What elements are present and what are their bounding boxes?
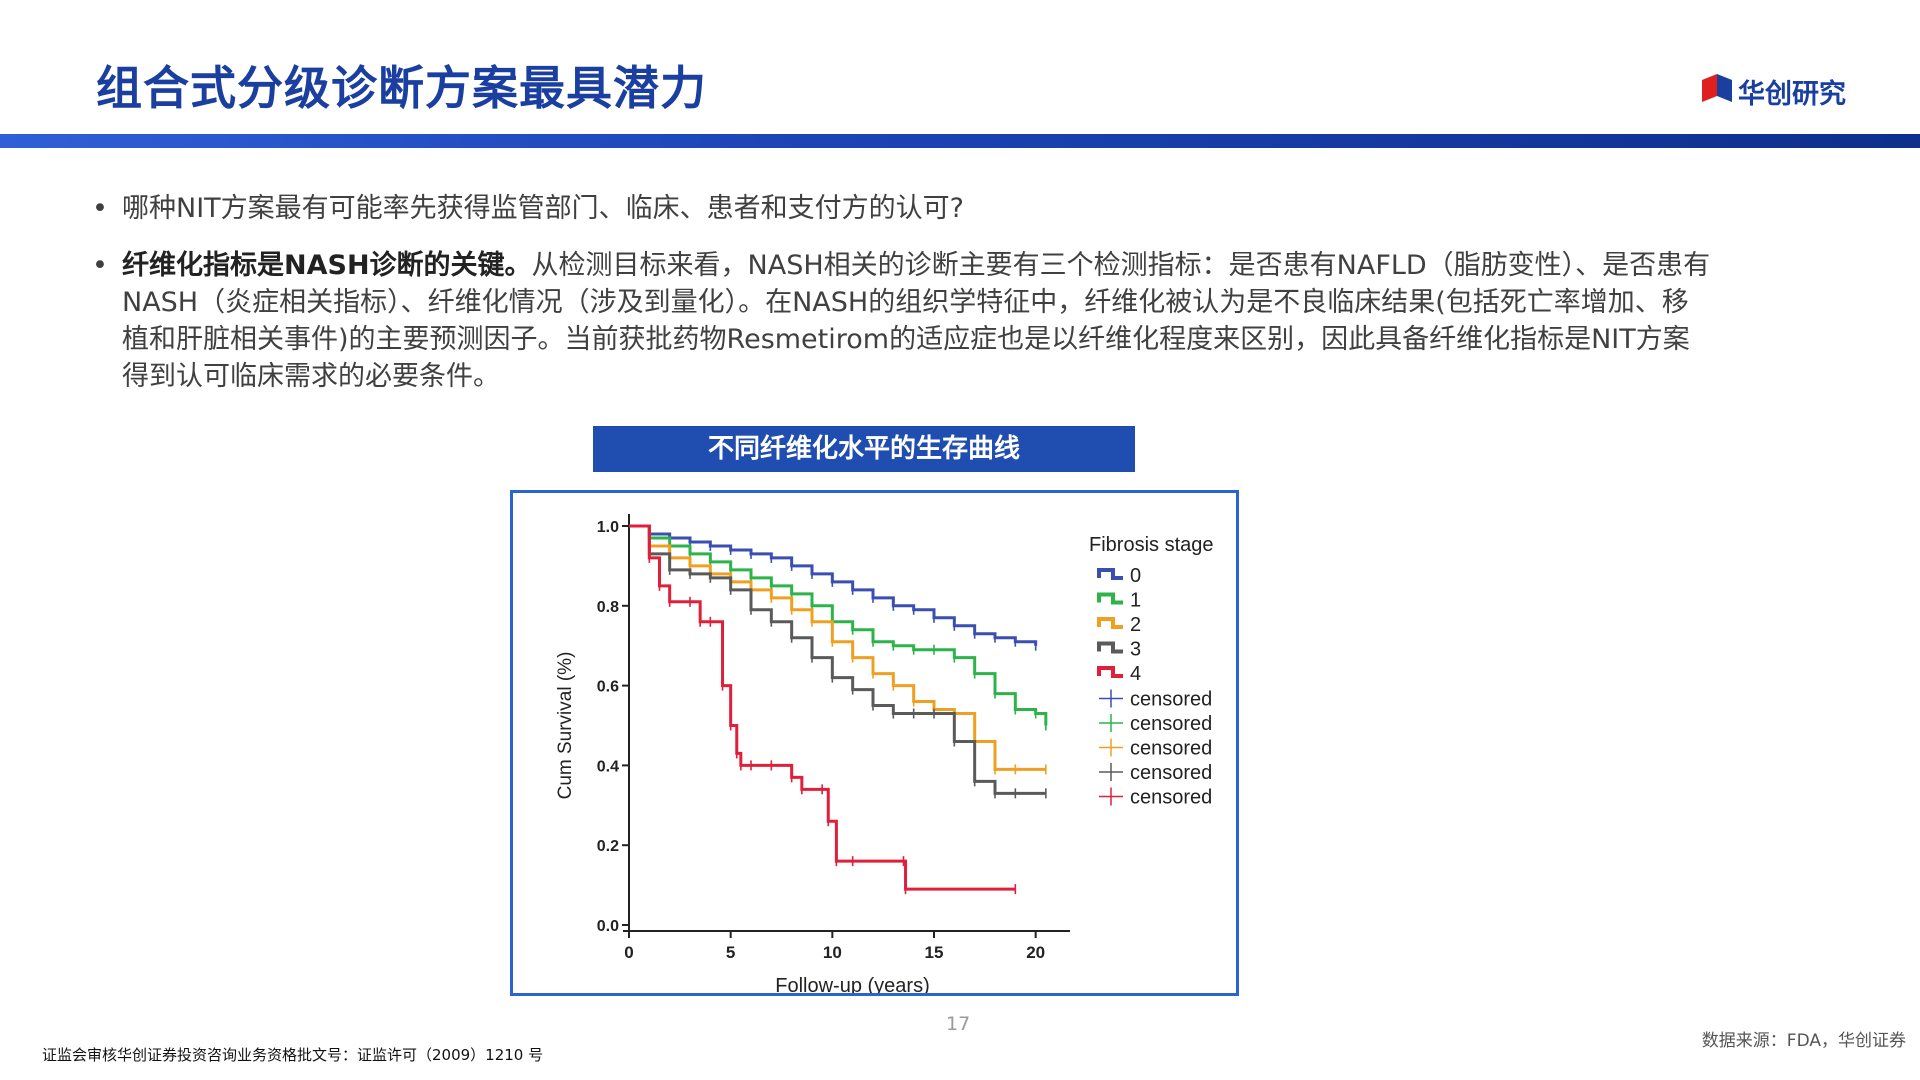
legend-label-stage-3: 3 xyxy=(1130,639,1141,661)
brand-logo-text: 华创研究 xyxy=(1738,79,1846,110)
legend-censored-label: censored xyxy=(1130,787,1212,809)
bullet-list: • 哪种NIT方案最有可能率先获得监管部门、临床、患者和支付方的认可? • 纤维… xyxy=(92,190,1712,395)
legend-label-stage-4: 4 xyxy=(1130,663,1141,685)
survival-chart-frame: 0.0 0.2 0.4 0.6 0.8 1.0 0 5 10 15 20 Follow-up (yea… xyxy=(510,490,1239,996)
x-tick-label: 5 xyxy=(726,943,735,962)
legend-label-stage-1: 1 xyxy=(1130,590,1141,612)
legend-label-stage-0: 0 xyxy=(1130,565,1141,587)
legend-swatch-stage-1 xyxy=(1097,592,1123,605)
legend-censored-label: censored xyxy=(1130,738,1212,760)
bullet-text: 哪种NIT方案最有可能率先获得监管部门、临床、患者和支付方的认可? xyxy=(122,193,964,224)
y-tick-label: 0.2 xyxy=(597,838,619,855)
page-number: 17 xyxy=(946,1013,971,1035)
x-axis-label: Follow-up (years) xyxy=(775,975,929,993)
bullet-dot: • xyxy=(92,193,108,224)
footer-source: 数据来源：FDA，华创证券 xyxy=(1701,1031,1906,1051)
x-tick-label: 20 xyxy=(1026,943,1045,962)
series-line-stage-2 xyxy=(629,524,1046,771)
page-title: 组合式分级诊断方案最具潜力 xyxy=(96,61,707,115)
bullet-fibrosis: • 纤维化指标是NASH诊断的关键。从检测目标来看，NASH相关的诊断主要有三个… xyxy=(92,247,1712,395)
bullet-lead: 纤维化指标是NASH诊断的关键。 xyxy=(122,250,532,281)
legend-censored-label: censored xyxy=(1130,762,1212,784)
series-line-stage-1 xyxy=(629,524,1048,726)
y-tick-label: 0.6 xyxy=(597,679,619,696)
x-tick-label: 0 xyxy=(624,943,633,962)
y-axis-label: Cum Survival (%) xyxy=(555,652,576,800)
legend-censored-label: censored xyxy=(1130,689,1212,711)
legend-censored-label: censored xyxy=(1130,713,1212,735)
bullet-question: • 哪种NIT方案最有可能率先获得监管部门、临床、患者和支付方的认可? xyxy=(92,190,1712,227)
y-tick-label: 0.8 xyxy=(597,599,619,616)
bullet-dot: • xyxy=(92,250,108,281)
series-line-stage-4 xyxy=(629,524,1016,891)
legend-swatch-stage-4 xyxy=(1097,666,1123,678)
y-tick-label: 0.0 xyxy=(597,918,619,935)
figure-caption: 不同纤维化水平的生存曲线 xyxy=(593,426,1135,472)
x-tick-label: 15 xyxy=(925,943,944,962)
footer-license: 证监会审核华创证券投资咨询业务资格批文号：证监许可（2009）1210 号 xyxy=(42,1046,544,1064)
legend-title: Fibrosis stage xyxy=(1089,534,1214,556)
legend-swatch-stage-3 xyxy=(1097,641,1123,654)
bullet-text: 从检测目标来看，NASH相关的诊断主要有三个检测指标：是否患有NAFLD（脂肪变… xyxy=(122,250,1711,392)
y-tick-label: 1.0 xyxy=(597,519,619,536)
brand-logo-icon xyxy=(1702,74,1732,102)
y-tick-label: 0.4 xyxy=(597,758,619,775)
x-tick-label: 10 xyxy=(823,943,842,962)
title-divider-bar xyxy=(0,134,1920,148)
legend-swatch-stage-2 xyxy=(1097,617,1123,629)
legend-label-stage-2: 2 xyxy=(1130,614,1141,636)
legend-swatch-stage-0 xyxy=(1097,568,1123,580)
